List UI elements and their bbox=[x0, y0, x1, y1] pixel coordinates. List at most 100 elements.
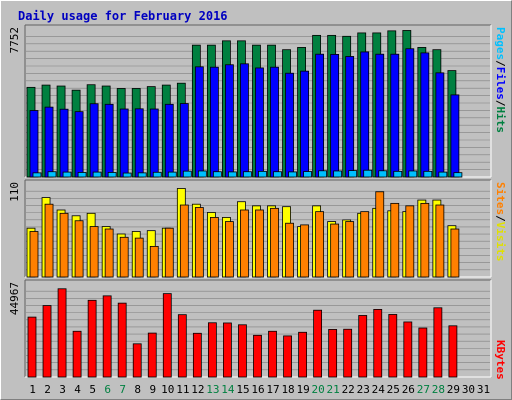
kb-bar-kbytes-day-14 bbox=[223, 322, 232, 378]
kb-bar-kbytes-day-5 bbox=[87, 299, 97, 378]
x-tick-day-6: 6 bbox=[104, 383, 111, 396]
kb-bar-kbytes-day-17 bbox=[268, 330, 277, 378]
legend-hits: Hits bbox=[494, 107, 507, 134]
pfh-bar-pages-day-2 bbox=[47, 171, 57, 178]
sv-bar-sites-day-10 bbox=[164, 227, 174, 278]
x-tick-day-14: 14 bbox=[221, 383, 235, 396]
pfh-bar-pages-day-13 bbox=[212, 171, 222, 178]
kb-bar-kbytes-day-27 bbox=[418, 327, 428, 378]
sv-bar-sites-day-6 bbox=[104, 228, 114, 278]
x-tick-day-10: 10 bbox=[161, 383, 174, 396]
pfh-bar-pages-day-1 bbox=[32, 172, 42, 178]
pfh-bar-pages-day-16 bbox=[258, 170, 267, 178]
legend-sep: / bbox=[494, 215, 507, 222]
x-tick-day-4: 4 bbox=[74, 383, 81, 396]
sv-bar-sites-day-24 bbox=[375, 191, 385, 278]
pfh-bar-pages-day-5 bbox=[92, 171, 102, 178]
sv-bar-sites-day-4 bbox=[74, 220, 84, 278]
pfh-ymax-label: 7752 bbox=[8, 27, 21, 54]
sv-ymax-label: 110 bbox=[8, 182, 21, 202]
x-tick-day-22: 22 bbox=[342, 383, 355, 396]
x-tick-day-8: 8 bbox=[134, 383, 141, 396]
kb-bar-kbytes-day-16 bbox=[253, 334, 262, 378]
legend-files: Files bbox=[494, 67, 507, 100]
sv-bar-sites-day-7 bbox=[119, 236, 129, 278]
pfh-bar-pages-day-15 bbox=[243, 171, 252, 178]
pfh-bar-pages-day-6 bbox=[107, 172, 117, 178]
pfh-bar-pages-day-10 bbox=[167, 171, 177, 178]
sv-bar-sites-day-13 bbox=[209, 217, 219, 278]
kb-bar-kbytes-day-3 bbox=[57, 288, 67, 378]
kb-bar-kbytes-day-6 bbox=[102, 295, 112, 378]
kb-bar-kbytes-day-13 bbox=[207, 322, 217, 378]
pfh-bar-pages-day-21 bbox=[333, 170, 343, 178]
pfh-bar-pages-day-29 bbox=[453, 172, 463, 178]
legend-sep: / bbox=[494, 60, 507, 67]
x-tick-day-1: 1 bbox=[29, 383, 36, 396]
x-tick-day-19: 19 bbox=[296, 383, 309, 396]
kb-bar-kbytes-day-7 bbox=[117, 302, 127, 378]
sv-bar-sites-day-9 bbox=[149, 245, 159, 278]
sv-bar-sites-day-8 bbox=[134, 237, 144, 278]
sv-bar-sites-day-29 bbox=[450, 228, 460, 278]
sv-bar-sites-day-11 bbox=[179, 204, 189, 278]
x-tick-day-13: 13 bbox=[206, 383, 219, 396]
kb-bar-kbytes-day-21 bbox=[328, 329, 338, 378]
x-tick-day-16: 16 bbox=[251, 383, 264, 396]
pfh-bar-pages-day-11 bbox=[182, 170, 192, 178]
x-tick-day-2: 2 bbox=[44, 383, 51, 396]
x-tick-day-12: 12 bbox=[191, 383, 204, 396]
pfh-bar-pages-day-8 bbox=[137, 172, 147, 178]
pfh-bar-pages-day-18 bbox=[288, 171, 297, 178]
x-tick-day-20: 20 bbox=[312, 383, 325, 396]
kb-bar-kbytes-day-2 bbox=[42, 305, 52, 378]
x-tick-day-18: 18 bbox=[281, 383, 294, 396]
legend-pages: Pages bbox=[494, 27, 507, 60]
sv-bar-sites-day-23 bbox=[360, 211, 370, 278]
sv-bar-sites-day-22 bbox=[345, 221, 355, 278]
kb-legend-label: KBytes bbox=[494, 340, 507, 380]
pfh-bar-pages-day-4 bbox=[77, 172, 87, 178]
x-tick-day-7: 7 bbox=[119, 383, 126, 396]
pfh-bar-pages-day-7 bbox=[122, 172, 132, 178]
kb-bar-kbytes-day-10 bbox=[162, 293, 172, 378]
sv-bar-sites-day-17 bbox=[270, 207, 279, 278]
pfh-bar-pages-day-23 bbox=[363, 169, 373, 178]
x-tick-day-29: 29 bbox=[447, 383, 460, 396]
kb-bar-kbytes-day-23 bbox=[358, 315, 368, 378]
kb-bar-kbytes-day-11 bbox=[177, 314, 187, 378]
kb-bar-kbytes-day-19 bbox=[298, 331, 307, 378]
chart-title: Daily usage for February 2016 bbox=[18, 9, 228, 23]
x-tick-day-25: 25 bbox=[387, 383, 400, 396]
sites-visits-panel: 110 Sites/Visits bbox=[8, 179, 507, 278]
pfh-bar-pages-day-28 bbox=[438, 171, 448, 178]
kb-bar-kbytes-day-26 bbox=[403, 321, 413, 378]
x-tick-day-15: 15 bbox=[236, 383, 249, 396]
pfh-bar-pages-day-20 bbox=[318, 170, 328, 178]
sv-bar-sites-day-28 bbox=[435, 204, 445, 278]
kb-bar-kbytes-day-28 bbox=[433, 307, 443, 378]
x-tick-day-3: 3 bbox=[59, 383, 66, 396]
kb-bar-kbytes-day-4 bbox=[72, 330, 82, 378]
pfh-bar-pages-day-9 bbox=[152, 171, 162, 178]
sv-bar-sites-day-14 bbox=[225, 221, 234, 278]
pages-files-hits-panel: 7752 Pages/Files/Hits bbox=[8, 24, 507, 178]
pfh-bar-pages-day-17 bbox=[273, 171, 282, 178]
x-tick-day-11: 11 bbox=[176, 383, 189, 396]
sv-bar-sites-day-12 bbox=[194, 207, 204, 278]
x-tick-day-23: 23 bbox=[357, 383, 370, 396]
sv-bar-sites-day-20 bbox=[315, 211, 325, 278]
sv-bar-sites-day-18 bbox=[285, 222, 294, 278]
sv-bar-sites-day-16 bbox=[255, 209, 264, 278]
kb-bar-kbytes-day-8 bbox=[132, 343, 142, 378]
x-tick-day-27: 27 bbox=[417, 383, 430, 396]
sv-bar-sites-day-27 bbox=[420, 202, 430, 278]
kb-bar-kbytes-day-1 bbox=[27, 316, 37, 378]
kb-bar-kbytes-day-22 bbox=[343, 328, 353, 378]
sv-bar-sites-day-25 bbox=[390, 202, 400, 278]
legend-sep: / bbox=[494, 100, 507, 107]
pfh-bar-pages-day-22 bbox=[348, 170, 358, 178]
legend-sites: Sites bbox=[494, 182, 507, 215]
kb-bar-kbytes-day-9 bbox=[147, 332, 157, 378]
